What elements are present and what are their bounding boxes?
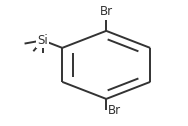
Text: Si: Si [37, 34, 48, 47]
Text: Br: Br [100, 5, 113, 18]
Text: Br: Br [108, 104, 121, 117]
